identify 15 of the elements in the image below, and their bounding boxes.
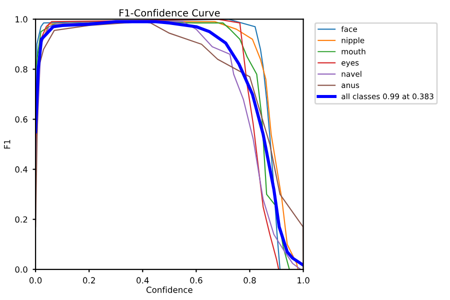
x-tick-label: 0.0 bbox=[29, 277, 42, 284]
y-tick-label: 1.0 bbox=[16, 16, 28, 22]
y-axis-title: F1 bbox=[4, 140, 10, 149]
y-tick-label: 0.2 bbox=[15, 216, 28, 223]
x-tick-label: 0.8 bbox=[244, 277, 256, 284]
x-axis-title: Confidence bbox=[146, 286, 192, 293]
x-tick-label: 0.2 bbox=[83, 277, 95, 284]
y-tick-label: 0.4 bbox=[15, 166, 28, 173]
chart-title: F1-Confidence Curve bbox=[120, 9, 220, 17]
x-tick-label: 1.0 bbox=[298, 277, 310, 284]
y-tick-label: 0.8 bbox=[15, 66, 28, 73]
y-tick-label: 0.6 bbox=[15, 116, 28, 123]
x-tick-label: 0.4 bbox=[136, 277, 149, 284]
y-tick-label: 0.0 bbox=[15, 266, 28, 273]
x-tick-label: 0.6 bbox=[190, 277, 202, 284]
